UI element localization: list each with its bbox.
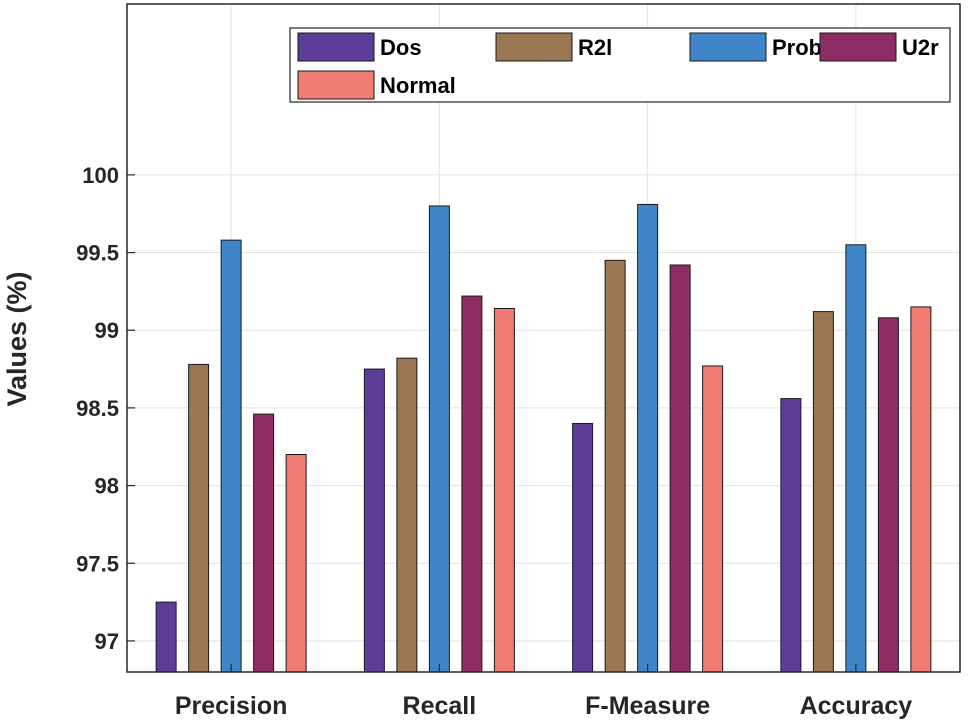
- y-tick-label: 97: [95, 629, 119, 654]
- legend-swatch-u2r: [819, 32, 897, 62]
- y-tick-label: 98.5: [76, 396, 119, 421]
- bar-r2l-recall: [396, 357, 418, 673]
- x-tick-label: Recall: [403, 692, 477, 720]
- bar-dos-recall: [363, 368, 385, 673]
- bar-r2l-accuracy: [812, 311, 834, 673]
- bar-probe-recall: [428, 205, 450, 673]
- bar-normal-accuracy: [910, 306, 932, 673]
- bar-normal-f-measure: [702, 365, 724, 673]
- y-tick-label: 97.5: [76, 551, 119, 576]
- bars: [155, 203, 932, 673]
- y-tick-label: 99.5: [76, 241, 119, 266]
- legend-swatch-r2l: [495, 32, 573, 62]
- y-tick-label: 100: [82, 163, 119, 188]
- bar-dos-f-measure: [572, 422, 594, 673]
- y-tick-labels: 97 97.5 98 98.5 99 99.5 100: [76, 163, 135, 654]
- x-tick-labels: Precision Recall F-Measure Accuracy: [175, 664, 912, 720]
- legend-swatch-dos: [297, 32, 375, 62]
- legend-label-r2l: R2l: [578, 35, 612, 60]
- bar-probe-precision: [220, 239, 242, 673]
- x-tick-label: Precision: [175, 692, 288, 720]
- bar-dos-accuracy: [780, 398, 802, 673]
- bar-u2r-precision: [253, 413, 275, 673]
- legend-label-dos: Dos: [380, 35, 422, 60]
- bar-dos-precision: [155, 601, 177, 673]
- axes-frame: [126, 3, 961, 673]
- legend-label-normal: Normal: [380, 73, 456, 98]
- legend-swatch-normal: [297, 70, 375, 100]
- legend-label-u2r: U2r: [902, 35, 939, 60]
- bar-normal-precision: [285, 454, 307, 673]
- bar-u2r-f-measure: [669, 264, 691, 673]
- bar-probe-accuracy: [845, 244, 867, 673]
- x-tick-label: Accuracy: [800, 692, 913, 720]
- y-tick-label: 98: [95, 474, 119, 499]
- bar-probe-f-measure: [637, 203, 659, 673]
- bar-normal-recall: [493, 307, 515, 673]
- bar-u2r-accuracy: [877, 317, 899, 673]
- bar-u2r-recall: [461, 295, 483, 673]
- bar-r2l-precision: [188, 363, 210, 673]
- x-tick-label: F-Measure: [585, 692, 710, 720]
- y-tick-label: 99: [95, 318, 119, 343]
- y-axis-label: Values (%): [2, 271, 32, 406]
- legend-swatch-probe: [689, 32, 767, 62]
- grid-lines: [127, 4, 960, 672]
- bar-r2l-f-measure: [604, 259, 626, 673]
